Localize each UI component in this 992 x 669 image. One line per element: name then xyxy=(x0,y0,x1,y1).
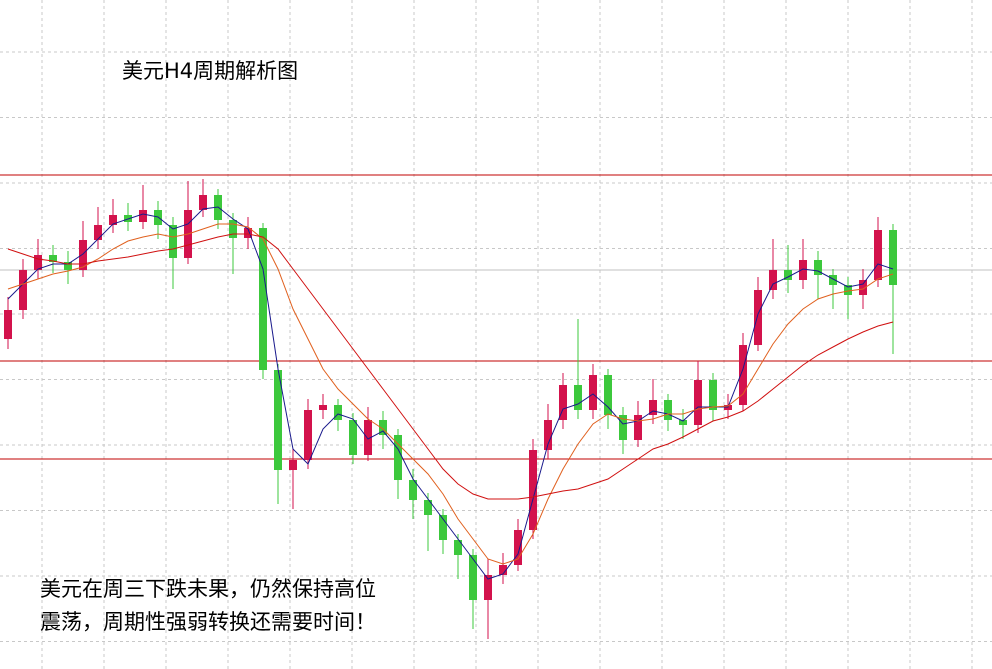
plot xyxy=(0,174,992,639)
candle-body xyxy=(454,540,462,555)
candle-body xyxy=(844,285,852,295)
candle-body xyxy=(49,255,57,262)
candle-body xyxy=(514,530,522,565)
candle-body xyxy=(19,270,27,310)
candle-body xyxy=(109,215,117,225)
candle-body xyxy=(469,555,477,600)
candle-body xyxy=(439,515,447,540)
candle-body xyxy=(424,500,432,515)
candle-body xyxy=(664,400,672,420)
candle-body xyxy=(34,255,42,270)
candle-body xyxy=(589,375,597,410)
candle-body xyxy=(304,410,312,460)
candle-body xyxy=(679,420,687,425)
candle-body xyxy=(319,405,327,410)
candle-body xyxy=(544,420,552,450)
moving-average xyxy=(7,223,894,565)
candle-body xyxy=(619,415,627,440)
candle-body xyxy=(529,450,537,530)
candle-body xyxy=(334,405,342,420)
candle-body xyxy=(229,220,237,238)
annotation: 美元在周三下跌未果，仍然保持高位 xyxy=(40,577,376,601)
candle-body xyxy=(274,370,282,470)
candle-body xyxy=(769,270,777,290)
candle-body xyxy=(349,420,357,455)
candle-body xyxy=(199,195,207,210)
candle-body xyxy=(649,400,657,415)
candle-body xyxy=(559,385,567,420)
candle-body xyxy=(259,228,267,370)
candle-body xyxy=(574,385,582,410)
moving-average xyxy=(7,233,894,500)
candle-body xyxy=(484,575,492,600)
candle-body xyxy=(754,290,762,345)
candle-body xyxy=(379,420,387,435)
candle-body xyxy=(364,420,372,455)
candle-body xyxy=(889,230,897,285)
annotation: 震荡，周期性强弱转换还需要时间！ xyxy=(40,610,376,634)
candle-body xyxy=(829,275,837,285)
candle-body xyxy=(859,280,867,295)
candle-body xyxy=(634,415,642,440)
candle-body xyxy=(244,228,252,238)
candle-body xyxy=(139,210,147,222)
candle-body xyxy=(814,260,822,275)
candle-body xyxy=(289,460,297,470)
candle-body xyxy=(739,345,747,405)
candle-body xyxy=(784,270,792,280)
candle-body xyxy=(799,260,807,280)
candle-body xyxy=(64,262,72,270)
candle-body xyxy=(499,565,507,575)
moving-average xyxy=(7,206,894,580)
candle-body xyxy=(4,310,12,339)
candle-body xyxy=(79,240,87,270)
candle-body xyxy=(694,380,702,425)
candle-body xyxy=(709,380,717,410)
candle-body xyxy=(169,225,177,258)
candle-body xyxy=(409,480,417,500)
candle-body xyxy=(94,225,102,240)
candle-body xyxy=(604,375,612,415)
chart-title: 美元H4周期解析图 xyxy=(122,59,298,83)
candle-body xyxy=(394,435,402,480)
candle-body xyxy=(874,230,882,280)
